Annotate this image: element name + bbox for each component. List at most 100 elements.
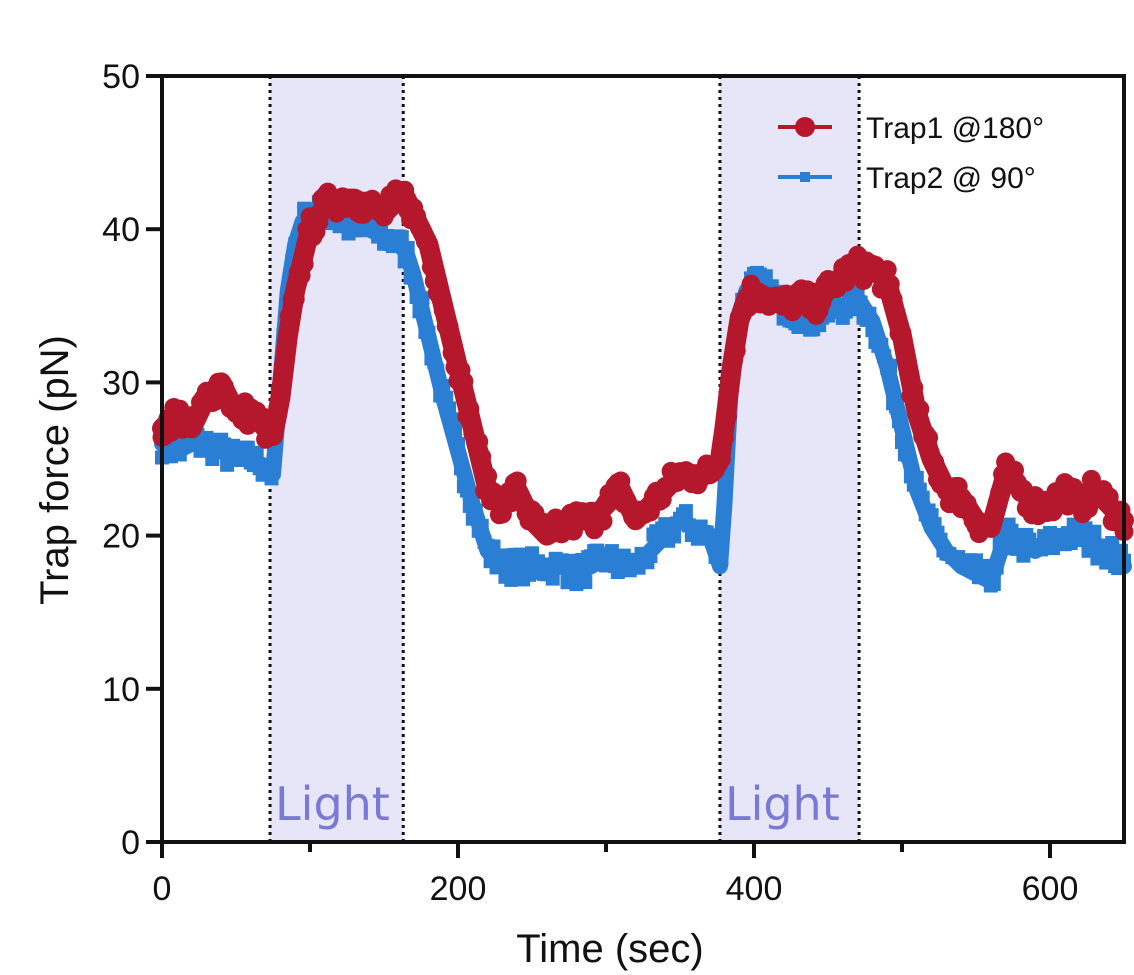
trap2-point bbox=[439, 390, 454, 405]
trap2-point bbox=[448, 422, 462, 437]
trap1-point bbox=[460, 399, 480, 419]
light-band-2 bbox=[719, 76, 860, 842]
trap1-point bbox=[898, 359, 918, 379]
trap1-point bbox=[910, 399, 930, 419]
trap1-point bbox=[1099, 487, 1119, 507]
trap2-point bbox=[436, 379, 451, 394]
trap1-point bbox=[611, 471, 631, 491]
trap2-point bbox=[714, 551, 729, 566]
trap2-point bbox=[400, 241, 415, 255]
trap2-point bbox=[530, 554, 545, 569]
trap1-point bbox=[507, 471, 527, 491]
y-axis-title: Trap force (pN) bbox=[33, 335, 77, 605]
legend: Trap1 @180° Trap2 @ 90° bbox=[778, 112, 1044, 195]
trap1-point bbox=[285, 289, 305, 309]
trap1-point bbox=[717, 406, 737, 426]
trap1-point bbox=[439, 317, 459, 336]
trap2-point bbox=[933, 532, 948, 547]
trap2-point bbox=[454, 461, 468, 476]
trap2-point bbox=[883, 358, 898, 373]
y-tick-label-50: 50 bbox=[102, 58, 140, 96]
trap1-point bbox=[418, 235, 438, 255]
trap1-point bbox=[395, 180, 415, 200]
trap2-point bbox=[1087, 524, 1102, 539]
trap2-point bbox=[394, 230, 409, 245]
trap1-point bbox=[711, 449, 731, 469]
trap1-point bbox=[895, 340, 915, 360]
trap1-point bbox=[294, 254, 314, 274]
trap1-point bbox=[892, 323, 912, 343]
trap2-point bbox=[397, 254, 412, 269]
legend-trap1-marker bbox=[795, 117, 815, 137]
trap1-point bbox=[593, 511, 613, 531]
trap2-point bbox=[578, 575, 593, 590]
trap2-point bbox=[909, 470, 924, 485]
trap1-point bbox=[267, 405, 287, 425]
axes: 0 10 20 30 40 50 0 200 400 600 bbox=[102, 58, 1126, 908]
series-1 bbox=[152, 179, 1134, 546]
trap2-point bbox=[862, 306, 877, 321]
x-tick-label-0: 0 bbox=[153, 870, 172, 908]
trap1-point bbox=[877, 260, 897, 280]
trap1-point bbox=[279, 306, 299, 326]
trap2-point bbox=[421, 325, 436, 340]
y-tick-label-30: 30 bbox=[102, 364, 140, 402]
trap2-point bbox=[915, 490, 930, 505]
trap2-point bbox=[892, 414, 906, 429]
trap2-point bbox=[678, 504, 693, 519]
trap1-point bbox=[783, 302, 802, 322]
trap2-point bbox=[895, 435, 909, 449]
trap1-point bbox=[262, 425, 281, 444]
y-tick-label-0: 0 bbox=[121, 824, 140, 862]
trap2-point bbox=[249, 445, 264, 460]
trap1-point bbox=[919, 428, 939, 448]
trap1-point bbox=[904, 378, 924, 398]
trap1-point bbox=[948, 476, 968, 496]
trap2-point bbox=[474, 518, 489, 533]
trap1-point bbox=[478, 466, 498, 486]
trap1-point bbox=[1111, 500, 1131, 520]
trap2-point bbox=[412, 304, 427, 319]
y-tick-label-40: 40 bbox=[102, 211, 140, 249]
x-tick-label-600: 600 bbox=[1022, 870, 1079, 908]
trap1-point bbox=[273, 355, 293, 375]
trap1-point bbox=[880, 274, 900, 294]
trap1-point bbox=[1070, 482, 1090, 502]
trap1-point bbox=[214, 376, 234, 396]
trap2-point bbox=[406, 270, 421, 285]
trap1-point bbox=[886, 303, 906, 323]
x-tick-label-400: 400 bbox=[726, 870, 783, 908]
y-tick-label-10: 10 bbox=[102, 671, 140, 709]
trap1-point bbox=[270, 378, 290, 398]
trap1-point bbox=[836, 272, 856, 292]
trap1-point bbox=[990, 482, 1010, 502]
y-tick-label-20: 20 bbox=[102, 518, 140, 556]
plot-frame bbox=[160, 74, 1126, 844]
trap2-point bbox=[264, 471, 279, 486]
trap1-point bbox=[454, 371, 474, 391]
trap1-point bbox=[472, 447, 492, 467]
trap2-point bbox=[717, 503, 732, 518]
trap2-point bbox=[415, 291, 430, 306]
x-tick-label-200: 200 bbox=[430, 870, 487, 908]
trap2-point bbox=[643, 549, 658, 564]
trap2-point bbox=[667, 529, 682, 544]
trap1-point bbox=[433, 300, 453, 320]
trap2-point bbox=[495, 548, 510, 563]
trap1-point bbox=[309, 212, 329, 232]
legend-trap1-label: Trap1 @180° bbox=[866, 112, 1044, 145]
trap1-point bbox=[925, 452, 945, 472]
trap1-point bbox=[276, 332, 296, 352]
light-band-label-2: Light bbox=[725, 777, 840, 831]
trap2-point bbox=[545, 571, 560, 586]
trap2-point bbox=[853, 295, 868, 310]
trap2-point bbox=[986, 577, 1001, 591]
trap1-point bbox=[720, 370, 740, 390]
trap2-point bbox=[900, 448, 915, 463]
trap1-point bbox=[726, 341, 746, 361]
trap2-point bbox=[430, 363, 445, 378]
trap2-point bbox=[604, 544, 619, 559]
trap1-point bbox=[442, 343, 462, 363]
trap2-point bbox=[865, 323, 880, 338]
